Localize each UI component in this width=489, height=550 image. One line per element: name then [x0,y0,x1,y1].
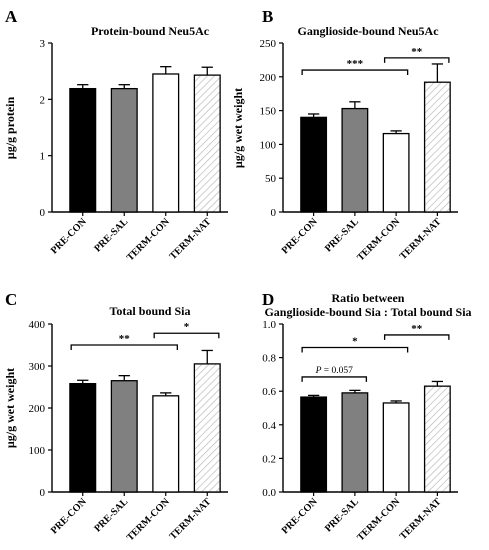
y-tick-label: 1 [40,151,46,163]
category-label: PRE-SAL [323,496,361,534]
bar [193,363,221,493]
panel-d-subtitle: Ganglioside-bound Sia : Total bound Sia [264,305,471,319]
bar [300,116,328,213]
panel-d-title: Ratio between [332,291,405,305]
significance-bracket [383,57,450,63]
y-tick-label: 0 [40,207,46,219]
panel-a-y-axis-label: µg/g protein [3,97,17,160]
significance-label: * [184,321,190,333]
panel-c-y-axis-label: µg/g wet weight [3,368,17,448]
y-tick-label: 400 [29,319,46,331]
y-tick-label: 150 [260,106,277,118]
significance-label: * [352,336,358,348]
bar [69,87,97,213]
bar [423,385,451,493]
significance-label: P = 0.057 [315,366,354,376]
bar [193,74,221,213]
significance-bracket [301,376,368,382]
y-tick-label: 3 [40,38,46,50]
y-tick-label: 250 [260,38,277,50]
y-tick-label: 100 [29,445,46,457]
significance-label: *** [347,58,364,70]
panel-b: B Ganglioside-bound Neu5Ac µg/g wet weig… [231,7,458,263]
y-tick-label: 0 [40,487,46,499]
category-label: TERM-CON [125,496,173,544]
panel-d: D Ratio between Ganglioside-bound Sia : … [262,290,472,543]
bar [382,132,410,213]
y-tick-label: 2 [40,94,46,106]
panel-d-plot: 0.0 0.2 0.4 0.6 0.8 1.0 PRE-CON PRE-SALTERM-CON… [262,319,458,543]
category-label: PRE-SAL [92,496,130,534]
significance-label: ** [411,46,423,58]
panel-b-letter: B [262,7,273,26]
panel-c-letter: C [5,290,17,309]
bar [341,392,369,493]
y-tick-label: 200 [260,72,277,84]
panel-d-letter: D [262,290,274,309]
category-label: PRE-SAL [92,216,130,254]
category-label: PRE-CON [280,496,321,537]
category-label: TERM-CON [125,216,173,264]
bar [341,107,369,213]
y-tick-label: 1.0 [262,319,276,331]
significance-bracket [383,334,450,340]
category-label: TERM-NAT [398,496,444,542]
category-label: PRE-CON [49,216,90,257]
y-tick-label: 0 [271,207,277,219]
y-tick-label: 0.4 [262,420,276,432]
significance-bracket [301,346,409,353]
y-tick-label: 0.0 [262,487,276,499]
significance-bracket [70,344,178,350]
bar [110,380,138,493]
significance-bracket [301,69,409,76]
bar [152,73,180,213]
y-tick-label: 0.6 [262,386,276,398]
significance-label: ** [411,323,423,335]
category-label: PRE-CON [49,496,90,537]
bar [382,402,410,493]
panel-c-plot: 0 100 200 300 400 PRE-CON PRE-SALTERM-CONTERM-… [29,319,228,544]
panel-b-y-axis-label: µg/g wet weight [231,88,245,168]
bar [110,87,138,213]
panel-c: C Total bound Sia µg/g wet weight 0 100 20… [3,290,228,543]
y-tick-label: 0.2 [262,453,276,465]
bar [69,382,97,493]
category-label: TERM-CON [355,496,403,544]
category-label: TERM-NAT [168,496,214,542]
bar [152,395,180,493]
category-label: TERM-CON [355,216,403,264]
category-label: PRE-SAL [323,216,361,254]
y-tick-label: 200 [29,403,46,415]
category-label: PRE-CON [280,216,321,257]
y-tick-label: 50 [265,173,277,185]
significance-label: ** [119,333,131,345]
panel-a-letter: A [5,7,18,26]
category-label: TERM-NAT [398,216,444,262]
y-tick-label: 300 [29,361,46,373]
panel-a-title: Protein-bound Neu5Ac [91,24,210,38]
panel-b-title: Ganglioside-bound Neu5Ac [297,24,439,38]
y-tick-label: 0.8 [262,353,276,365]
bar [300,396,328,493]
bar [423,81,451,213]
panel-c-title: Total bound Sia [110,304,191,318]
y-tick-label: 100 [260,139,277,151]
panel-b-plot: 0 50 100 150 200 250 PRE-CON PRE-SALTERM-CONTER… [260,38,458,264]
significance-bracket [153,332,220,339]
category-label: TERM-NAT [168,216,214,262]
panel-a: A Protein-bound Neu5Ac µg/g protein 0 1 2 3… [3,7,228,263]
